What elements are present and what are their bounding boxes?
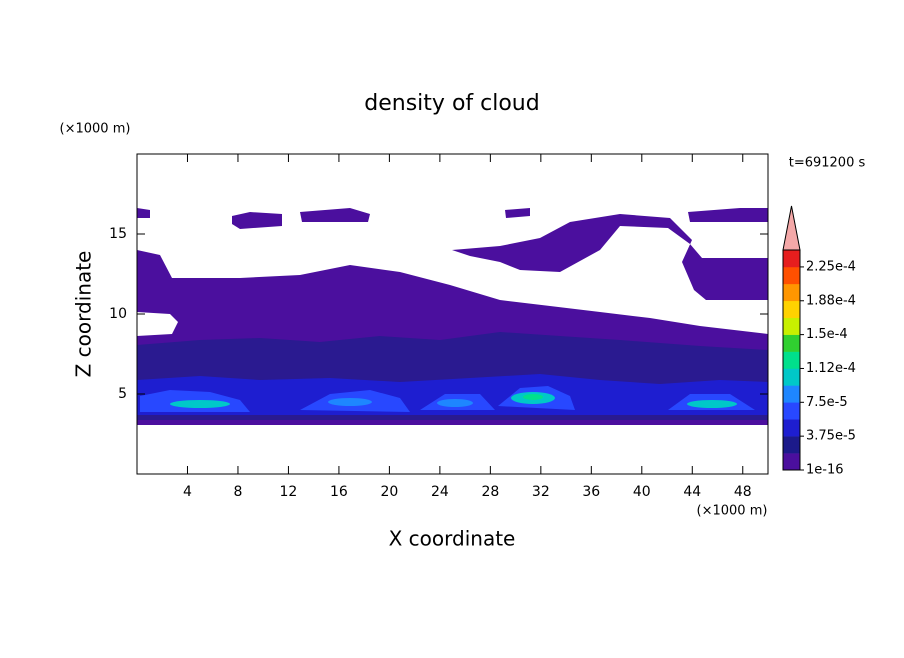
colorbar-band [783, 419, 800, 437]
x-tick-label: 44 [683, 484, 701, 500]
colorbar-band [783, 402, 800, 420]
x-tick-label: 28 [481, 484, 499, 500]
colorbar-band [783, 351, 800, 369]
colorbar-band [783, 368, 800, 386]
contour-field [137, 208, 768, 474]
y-tick-label: 10 [109, 306, 127, 322]
colorbar-label: 3.75e-5 [806, 429, 856, 444]
colorbar-label: 2.25e-4 [806, 259, 856, 274]
colorbar-band [783, 436, 800, 454]
x-tick-label: 40 [633, 484, 651, 500]
x-tick-label: 36 [582, 484, 600, 500]
x-tick-label: 24 [431, 484, 449, 500]
x-tick-label: 32 [532, 484, 550, 500]
colorbar-band [783, 317, 800, 335]
colorbar-band [783, 385, 800, 403]
colorbar-frame [782, 249, 801, 471]
x-unit: (×1000 m) [697, 504, 768, 519]
time-label: t=691200 s [789, 156, 866, 171]
y-tick-label: 5 [118, 386, 127, 402]
colorbar-band [783, 283, 800, 302]
colorbar-band [783, 250, 800, 268]
x-tick-label: 12 [280, 484, 298, 500]
x-tick-label: 8 [233, 484, 242, 500]
colorbar-label: 1e-16 [806, 463, 844, 478]
x-tick-label: 48 [734, 484, 752, 500]
y-unit: (×1000 m) [60, 122, 131, 137]
colorbar-label: 1.12e-4 [806, 361, 856, 376]
colorbar-band [783, 453, 800, 471]
colorbar-label: 1.5e-4 [806, 327, 848, 342]
x-tick-label: 4 [183, 484, 192, 500]
chart-title: density of cloud [364, 91, 539, 116]
x-axis-label: X coordinate [389, 527, 516, 551]
y-axis-label: Z coordinate [72, 251, 96, 378]
x-tick-label: 20 [380, 484, 398, 500]
y-tick-label: 15 [109, 226, 127, 242]
colorbar-band [783, 334, 800, 352]
colorbar-label: 1.88e-4 [806, 293, 856, 308]
colorbar-band [783, 300, 800, 318]
colorbar-band [783, 266, 800, 285]
colorbar-label: 7.5e-5 [806, 395, 848, 410]
x-tick-label: 16 [330, 484, 348, 500]
